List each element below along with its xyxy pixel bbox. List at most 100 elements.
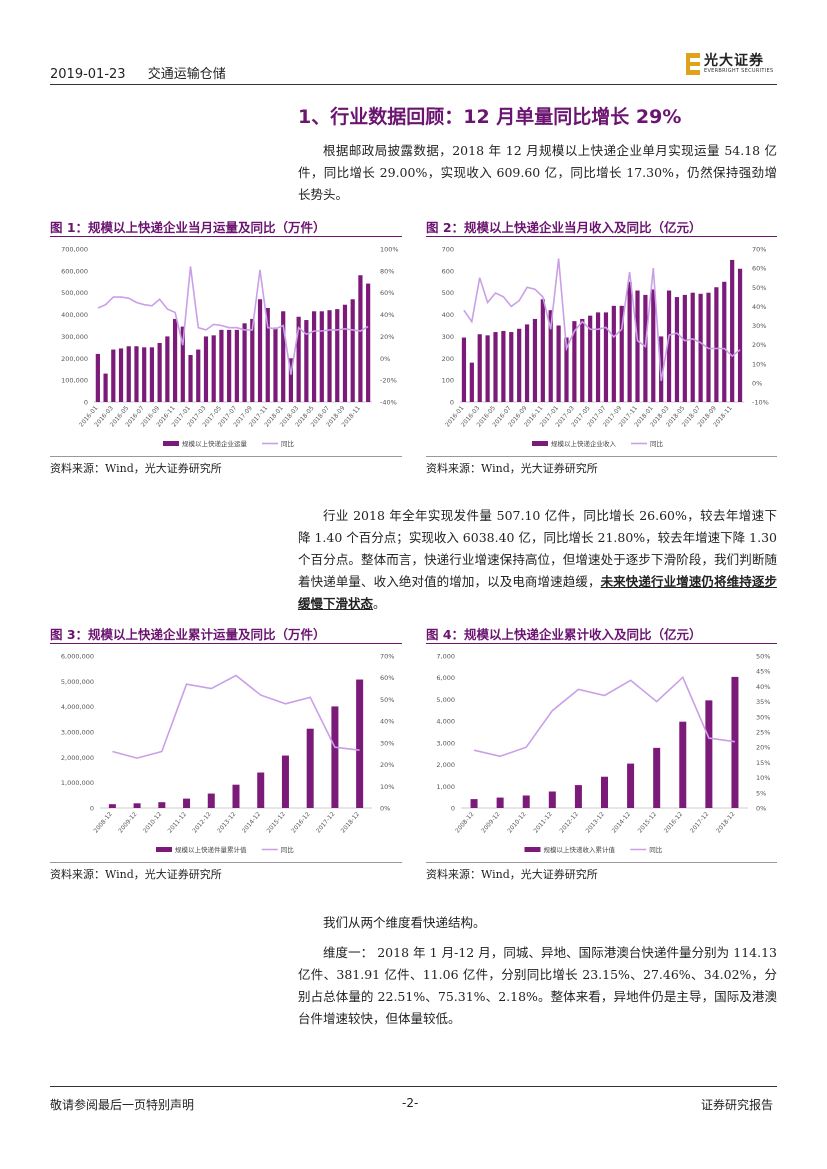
bar (319, 311, 324, 402)
bar (548, 791, 556, 808)
bar (311, 311, 317, 402)
fig2-source: 资料来源：Wind，光大证券研究所 (426, 462, 598, 475)
legend-line-label: 同比 (281, 439, 295, 448)
y2-tick-label: 40% (756, 683, 770, 691)
x-tick-label: 2014-12 (241, 811, 263, 835)
bar (296, 316, 301, 402)
bar (564, 337, 569, 402)
y2-tick-label: 45% (756, 668, 770, 676)
footer-rule (50, 1086, 777, 1087)
legend-line-label: 同比 (650, 439, 664, 448)
y2-tick-label: 40% (380, 311, 394, 319)
bar (227, 329, 232, 402)
bar (643, 294, 648, 402)
y2-tick-label: 20% (756, 744, 770, 752)
bar (211, 335, 216, 402)
y2-tick-label: 15% (756, 759, 770, 767)
y2-tick-label: 35% (756, 698, 770, 706)
bar (698, 293, 703, 402)
y2-tick-label: 80% (380, 267, 394, 275)
report-header: 2019-01-23 交通运输仓储 (50, 63, 244, 82)
y2-tick-label: 0% (752, 379, 762, 387)
bar (203, 336, 209, 402)
x-tick-label: 2018-12 (715, 811, 737, 835)
bar (619, 305, 624, 402)
bar (108, 804, 116, 808)
x-tick-label: 2012-12 (191, 811, 213, 835)
x-tick-label: 2016-12 (663, 811, 685, 835)
legend-bar-label: 规模以上快递企业运量 (182, 439, 248, 448)
bar (335, 309, 340, 402)
y-tick-label: 600 (442, 267, 454, 275)
y-tick-label: 6,000 (436, 674, 455, 682)
bar (635, 290, 640, 402)
section-title: 1、行业数据回顾：12 月单量同比增长 29% (298, 106, 682, 128)
bar (517, 328, 522, 402)
y2-tick-label: 0% (380, 355, 390, 363)
bar (157, 342, 162, 402)
bar (485, 335, 490, 402)
x-tick-label: 2011-12 (167, 811, 189, 835)
y2-tick-label: 60% (380, 674, 394, 682)
bar (95, 353, 100, 402)
x-tick-label: 2008-12 (454, 811, 476, 835)
y2-tick-label: 50% (756, 653, 770, 661)
y2-tick-label: 60% (752, 265, 766, 273)
company-logo: 光大证券 EVERBRIGHT SECURITIES (686, 51, 773, 77)
bar (682, 294, 687, 402)
fig4-chart: 0 1,000 2,000 3,000 4,000 5,000 6,000 7,000 0% 5%… (436, 653, 770, 855)
y2-tick-label: 30% (756, 713, 770, 721)
x-tick-label: 2010-12 (506, 811, 528, 835)
bar (103, 373, 108, 402)
y-tick-label: 600,000 (61, 267, 88, 275)
x-tick-label: 2014-12 (611, 811, 633, 835)
x-tick-label: 2015-12 (266, 811, 288, 835)
bar (540, 299, 545, 402)
fig1-bottom-rule (50, 456, 402, 457)
bar (133, 803, 141, 808)
fig1-title: 图 1：规模以上快递企业当月运量及同比（万件） (50, 220, 326, 235)
bar (496, 797, 504, 808)
bar (706, 292, 711, 402)
fig4-top-rule (426, 643, 777, 644)
bar (461, 337, 467, 402)
footer-report-type: 证券研究报告 (701, 1098, 774, 1112)
report-date: 2019-01-23 (50, 67, 126, 82)
legend-bar-swatch (532, 441, 548, 446)
bar (331, 706, 339, 808)
bar (172, 318, 178, 402)
fig1-top-rule (50, 236, 402, 237)
bar (180, 326, 185, 402)
bar (524, 324, 530, 402)
bar (580, 318, 585, 402)
bar (722, 281, 727, 402)
y2-tick-label: 0% (756, 805, 766, 813)
yoy-line (463, 258, 741, 382)
y-tick-label: 400,000 (61, 311, 88, 319)
bar (679, 721, 687, 808)
bar (134, 346, 139, 402)
y2-tick-label: 0% (380, 805, 390, 813)
bar (327, 310, 332, 402)
y-tick-label: 2,000,000 (61, 754, 94, 762)
y2-tick-label: 20% (380, 333, 394, 341)
fig4-bottom-rule (426, 862, 777, 863)
y-tick-label: 300,000 (61, 333, 88, 341)
bar (207, 793, 215, 808)
y2-tick-label: 40% (752, 303, 766, 311)
bar (234, 329, 239, 402)
x-tick-label: 2011-12 (532, 811, 554, 835)
y2-tick-label: 10% (756, 774, 770, 782)
x-tick-label: 2010-12 (142, 811, 164, 835)
y-tick-label: 0 (90, 805, 94, 813)
y2-tick-label: 60% (380, 289, 394, 297)
bar (188, 355, 193, 402)
bar (522, 795, 530, 808)
y-tick-label: 1,000 (436, 783, 455, 791)
bar (350, 299, 355, 402)
y2-tick-label: 70% (380, 653, 394, 661)
fig1-source: 资料来源：Wind，光大证券研究所 (50, 462, 222, 475)
bar (196, 349, 201, 402)
bar (219, 329, 224, 402)
y-tick-label: 100 (442, 377, 454, 385)
